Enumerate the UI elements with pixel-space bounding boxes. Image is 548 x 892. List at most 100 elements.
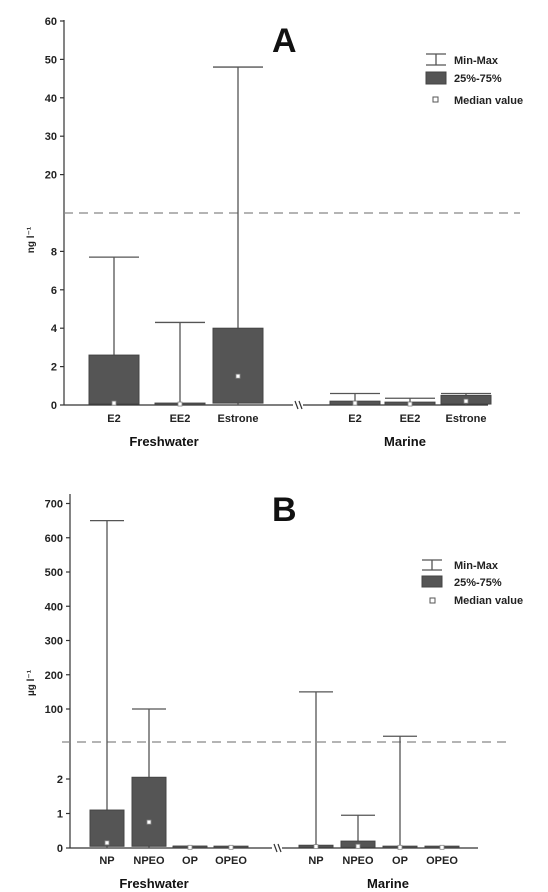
legend-box-icon bbox=[425, 71, 447, 85]
y-tick-label: 600 bbox=[45, 533, 63, 545]
y-tick-label: 4 bbox=[51, 323, 58, 335]
median-marker bbox=[235, 373, 241, 379]
box-freshwater-ee2 bbox=[154, 321, 206, 407]
box-freshwater-estrone bbox=[212, 66, 264, 405]
iqr-box bbox=[212, 327, 264, 404]
panel-a-group-marine: Marine bbox=[384, 434, 426, 449]
panel-b-legend: Min-Max 25%-75% Median value bbox=[421, 559, 523, 607]
category-label: OP bbox=[392, 855, 408, 867]
panel-a-y-ticks: 0 2 4 6 8 20 30 40 50 60 bbox=[45, 16, 64, 412]
box-marine-opeo bbox=[424, 844, 460, 850]
y-tick-label: 2 bbox=[57, 774, 63, 786]
y-tick-label: 40 bbox=[45, 93, 57, 105]
iqr-box bbox=[131, 776, 167, 847]
y-tick-label: 50 bbox=[45, 54, 57, 66]
median-marker bbox=[439, 844, 445, 850]
panel-a-axis-break-1 bbox=[294, 400, 299, 410]
median-marker bbox=[177, 401, 183, 407]
panel-a-axis-break-2 bbox=[298, 400, 303, 410]
y-tick-label: 60 bbox=[45, 16, 57, 28]
y-tick-label: 20 bbox=[45, 170, 57, 182]
iqr-box bbox=[88, 354, 140, 405]
box-freshwater-op bbox=[172, 844, 208, 850]
panel-a-legend-median: Median value bbox=[454, 95, 523, 107]
panel-b-y-ticks: 0 1 2 100 200 300 400 500 600 700 bbox=[45, 499, 70, 855]
median-marker bbox=[146, 819, 152, 825]
median-marker bbox=[313, 844, 319, 850]
y-tick-label: 400 bbox=[45, 601, 63, 613]
y-tick-label: 6 bbox=[51, 285, 57, 297]
category-label: OPEO bbox=[426, 855, 458, 867]
box-marine-ee2 bbox=[384, 397, 436, 407]
panel-a-category-labels: E2 EE2 Estrone E2 EE2 Estrone bbox=[107, 413, 486, 425]
panel-b-legend-iqr: 25%-75% bbox=[454, 577, 502, 589]
y-tick-label: 0 bbox=[51, 400, 57, 412]
panel-a-group-freshwater: Freshwater bbox=[129, 434, 198, 449]
iqr-box bbox=[89, 809, 125, 847]
category-label: EE2 bbox=[170, 413, 191, 425]
category-label: E2 bbox=[348, 413, 361, 425]
box-marine-np bbox=[298, 691, 334, 850]
panel-a-legend: Min-Max 25%-75% Median value bbox=[425, 53, 523, 107]
box-marine-e2 bbox=[329, 392, 381, 406]
panel-b-ylabel: µg l⁻¹ bbox=[26, 669, 37, 696]
legend-median-icon bbox=[429, 597, 436, 604]
median-marker bbox=[407, 401, 413, 407]
category-label: OPEO bbox=[215, 855, 247, 867]
box-freshwater-opeo bbox=[213, 844, 249, 850]
legend-minmax-icon bbox=[426, 53, 446, 66]
y-tick-label: 1 bbox=[57, 809, 63, 821]
panel-b-axis-break-1 bbox=[273, 843, 278, 853]
median-marker bbox=[352, 400, 358, 406]
category-label: Estrone bbox=[446, 413, 487, 425]
panel-b-legend-median: Median value bbox=[454, 595, 523, 607]
panel-b-boxes bbox=[89, 519, 460, 850]
legend-median-icon bbox=[432, 96, 439, 103]
y-tick-label: 700 bbox=[45, 499, 63, 511]
panel-b: B µg l⁻¹ 0 1 2 100 200 300 400 500 600 700 NP NPEO… bbox=[26, 491, 523, 891]
panel-b-letter: B bbox=[272, 491, 297, 529]
box-marine-op bbox=[382, 735, 418, 850]
category-label: NPEO bbox=[133, 855, 165, 867]
box-freshwater-e2 bbox=[88, 256, 140, 406]
median-marker bbox=[463, 398, 469, 404]
box-freshwater-np bbox=[89, 519, 125, 848]
y-tick-label: 200 bbox=[45, 670, 63, 682]
panel-b-group-freshwater: Freshwater bbox=[119, 876, 188, 891]
y-tick-label: 2 bbox=[51, 362, 57, 374]
category-label: NP bbox=[308, 855, 323, 867]
category-label: NP bbox=[99, 855, 114, 867]
panel-b-group-marine: Marine bbox=[367, 876, 409, 891]
y-tick-label: 0 bbox=[57, 843, 63, 855]
category-label: E2 bbox=[107, 413, 120, 425]
panel-a-ylabel: ng l⁻¹ bbox=[26, 226, 37, 253]
y-tick-label: 8 bbox=[51, 246, 57, 258]
y-tick-label: 300 bbox=[45, 636, 63, 648]
y-tick-label: 500 bbox=[45, 567, 63, 579]
median-marker bbox=[104, 840, 110, 846]
category-label: OP bbox=[182, 855, 198, 867]
category-label: EE2 bbox=[400, 413, 421, 425]
box-marine-npeo bbox=[340, 814, 376, 849]
median-marker bbox=[111, 400, 117, 406]
panel-a-legend-iqr: 25%-75% bbox=[454, 73, 502, 85]
category-label: Estrone bbox=[218, 413, 259, 425]
median-marker bbox=[355, 843, 361, 849]
panel-a-boxes bbox=[88, 66, 492, 407]
legend-box-icon bbox=[421, 575, 443, 588]
median-marker bbox=[187, 844, 193, 850]
median-marker bbox=[228, 844, 234, 850]
panel-b-axis-break-2 bbox=[277, 843, 282, 853]
y-tick-label: 30 bbox=[45, 131, 57, 143]
panel-a-legend-minmax: Min-Max bbox=[454, 55, 499, 67]
panel-a-letter: A bbox=[272, 22, 297, 60]
panel-b-legend-minmax: Min-Max bbox=[454, 560, 499, 572]
box-freshwater-npeo bbox=[131, 708, 167, 848]
panel-b-category-labels: NP NPEO OP OPEO NP NPEO OP OPEO bbox=[99, 855, 458, 867]
category-label: NPEO bbox=[342, 855, 374, 867]
median-marker bbox=[397, 844, 403, 850]
box-marine-estrone bbox=[440, 392, 492, 405]
legend-minmax-icon bbox=[422, 559, 442, 571]
